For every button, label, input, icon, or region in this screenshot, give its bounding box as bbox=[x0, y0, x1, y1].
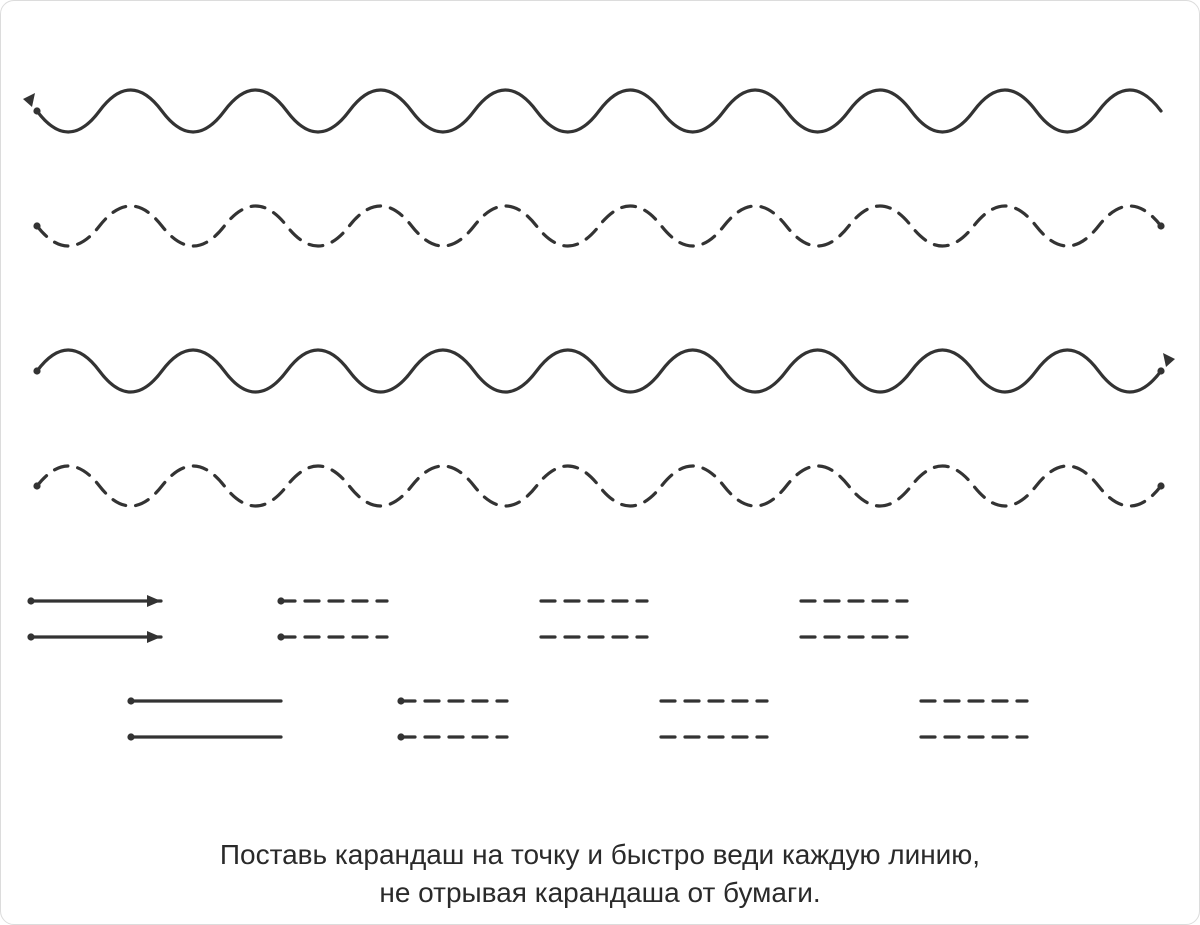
instruction-text: Поставь карандаш на точку и быстро веди … bbox=[1, 836, 1199, 912]
worksheet-page: Поставь карандаш на точку и быстро веди … bbox=[0, 0, 1200, 925]
tracing-graphics bbox=[1, 1, 1200, 925]
